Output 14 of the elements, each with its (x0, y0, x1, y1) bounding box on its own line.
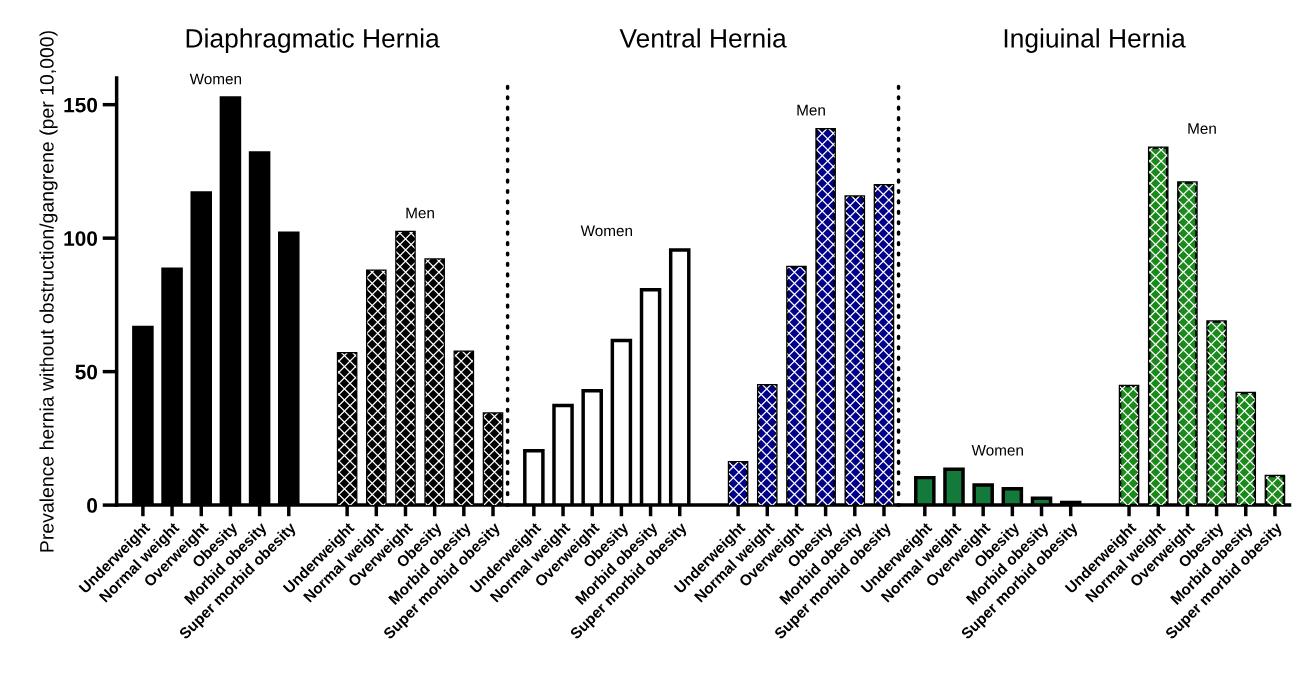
chart-title: Ventral Hernia (619, 28, 787, 48)
y-axis-title: Prevalence hernia without obstruction/gangrene (per 10,000) (39, 31, 58, 552)
chart-title: Diaphragmatic Hernia (186, 28, 440, 53)
series-label: Men (406, 207, 434, 219)
chart-title: Ingiuinal Hernia (1004, 28, 1186, 53)
y-tick-label: 0 (87, 498, 98, 513)
series-label: Women (971, 444, 1023, 456)
y-tick-label: 150 (64, 97, 98, 113)
y-tick-label: 50 (75, 364, 98, 380)
series-label: Men (797, 104, 825, 116)
text: Women (580, 225, 632, 237)
series-label: Men (1188, 123, 1216, 134)
y-tick-label: 100 (64, 231, 98, 246)
series-label: Women (189, 73, 242, 85)
